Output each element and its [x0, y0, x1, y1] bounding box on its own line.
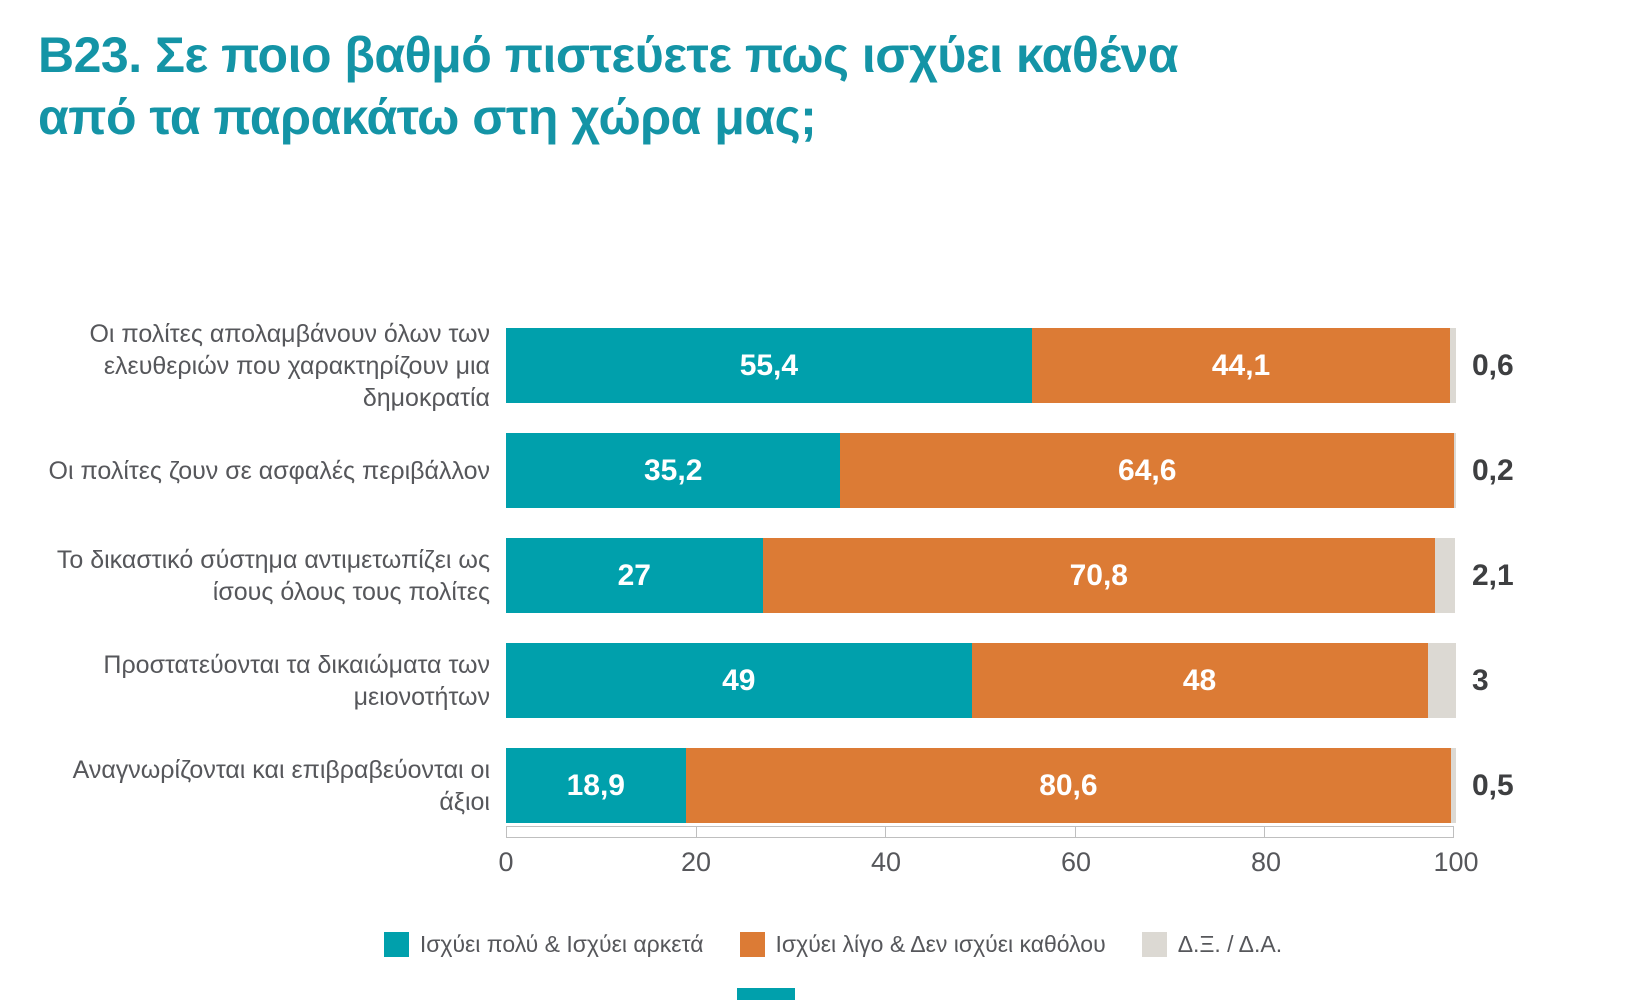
chart-row: Οι πολίτες ζουν σε ασφαλές περιβάλλον 35,… — [35, 433, 1541, 508]
bar-value-label: 44,1 — [1211, 348, 1271, 382]
chart-row: Προστατεύονται τα δικαιώματα των μειονοτ… — [35, 643, 1541, 718]
bar-value-label: 80,6 — [1039, 768, 1098, 802]
category-label: Προστατεύονται τα δικαιώματα των μειονοτ… — [103, 650, 490, 711]
bar-segment-teal: 49 — [506, 643, 972, 718]
bar-segment-teal: 18,9 — [506, 748, 686, 823]
axis-tick-mark — [1263, 827, 1265, 837]
chart-row: Το δικαστικό σύστημα αντιμετωπίζει ως ίσ… — [35, 538, 1541, 613]
bar-outside-value-label: 0,6 — [1472, 348, 1514, 382]
axis-tick-mark — [1074, 827, 1076, 837]
axis-tick-label: 100 — [1433, 847, 1479, 877]
bar-outside-value-label: 2,1 — [1472, 558, 1514, 592]
axis-spacer — [35, 826, 506, 838]
bar-track: 49 48 — [506, 643, 1456, 718]
bar-outside-value-label: 0,5 — [1472, 768, 1514, 802]
chart-rows: Οι πολίτες απολαμβάνουν όλων των ελευθερ… — [35, 320, 1541, 823]
page-title: B23. Σε ποιο βαθμό πιστεύετε πως ισχύει … — [38, 27, 1179, 145]
bar-segment-gray — [1427, 643, 1456, 718]
axis-spacer — [35, 841, 506, 879]
legend-label: Ισχύει λίγο & Δεν ισχύει καθόλου — [775, 931, 1106, 957]
axis-tick-mark — [885, 827, 887, 837]
bar-track: 55,4 44,1 — [506, 328, 1456, 403]
bar-track: 27 70,8 — [506, 538, 1456, 613]
category-label: Το δικαστικό σύστημα αντιμετωπίζει ως ίσ… — [56, 545, 490, 606]
legend-swatch-gray — [1141, 932, 1167, 957]
bar-segment-gray — [1450, 328, 1456, 403]
bar-segment-orange: 70,8 — [762, 538, 1436, 613]
bar-segment-gray — [1451, 748, 1456, 823]
bar-segment-teal: 27 — [506, 538, 763, 613]
category-label: Οι πολίτες ζουν σε ασφαλές περιβάλλον — [48, 456, 490, 485]
legend-swatch-teal — [383, 932, 409, 957]
axis-tick-label: 20 — [680, 847, 712, 877]
legend-swatch-orange — [739, 932, 765, 957]
axis-tick-label: 60 — [1060, 847, 1092, 877]
legend-label: Δ.Ξ. / Δ.Α. — [1177, 931, 1283, 957]
bar-segment-orange: 80,6 — [685, 748, 1452, 823]
legend: Ισχύει πολύ & Ισχύει αρκετά Ισχύει λίγο &… — [35, 931, 1541, 958]
x-axis-row — [35, 826, 1541, 838]
bar-track: 35,2 64,6 — [506, 433, 1456, 508]
bar-segment-orange: 64,6 — [840, 433, 1455, 508]
category-label: Αναγνωρίζονται και επιβραβεύονται οι άξι… — [72, 755, 490, 816]
bar-outside-value-label: 3 — [1472, 663, 1489, 697]
bar-segment-teal: 35,2 — [506, 433, 841, 508]
footer-accent-bar — [737, 988, 795, 1000]
legend-item: Δ.Ξ. / Δ.Α. — [1141, 931, 1283, 958]
bar-value-label: 48 — [1182, 663, 1217, 697]
bar-segment-gray — [1454, 433, 1456, 508]
x-axis-tick-labels: 0 20 40 60 80 100 — [498, 847, 1478, 879]
bar-track: 18,9 80,6 — [506, 748, 1456, 823]
chart-row: Αναγνωρίζονται και επιβραβεύονται οι άξι… — [35, 748, 1541, 823]
category-label: Οι πολίτες απολαμβάνουν όλων των ελευθερ… — [89, 319, 490, 412]
x-axis-band — [506, 826, 1454, 838]
bar-value-label: 70,8 — [1069, 558, 1128, 592]
bar-outside-value-label: 0,2 — [1472, 453, 1514, 487]
chart-row: Οι πολίτες απολαμβάνουν όλων των ελευθερ… — [35, 320, 1541, 412]
bar-value-label: 35,2 — [644, 453, 703, 487]
legend-item: Ισχύει λίγο & Δεν ισχύει καθόλου — [739, 931, 1106, 958]
bar-value-label: 55,4 — [739, 348, 799, 382]
bar-value-label: 64,6 — [1118, 453, 1177, 487]
bar-value-label: 18,9 — [566, 768, 625, 802]
bar-segment-orange: 48 — [971, 643, 1428, 718]
axis-tick-label: 80 — [1250, 847, 1282, 877]
bar-segment-gray — [1435, 538, 1456, 613]
axis-tick-label: 40 — [870, 847, 902, 877]
legend-label: Ισχύει πολύ & Ισχύει αρκετά — [419, 931, 704, 957]
axis-tick-mark — [696, 827, 698, 837]
bar-value-label: 49 — [722, 663, 756, 697]
legend-item: Ισχύει πολύ & Ισχύει αρκετά — [383, 931, 704, 958]
stacked-bar-chart: Οι πολίτες απολαμβάνουν όλων των ελευθερ… — [35, 320, 1541, 958]
bar-value-label: 27 — [617, 558, 651, 592]
x-axis-labels-row: 0 20 40 60 80 100 — [35, 841, 1541, 879]
axis-tick-label: 0 — [498, 847, 514, 877]
bar-segment-orange: 44,1 — [1031, 328, 1451, 403]
bar-segment-teal: 55,4 — [506, 328, 1032, 403]
